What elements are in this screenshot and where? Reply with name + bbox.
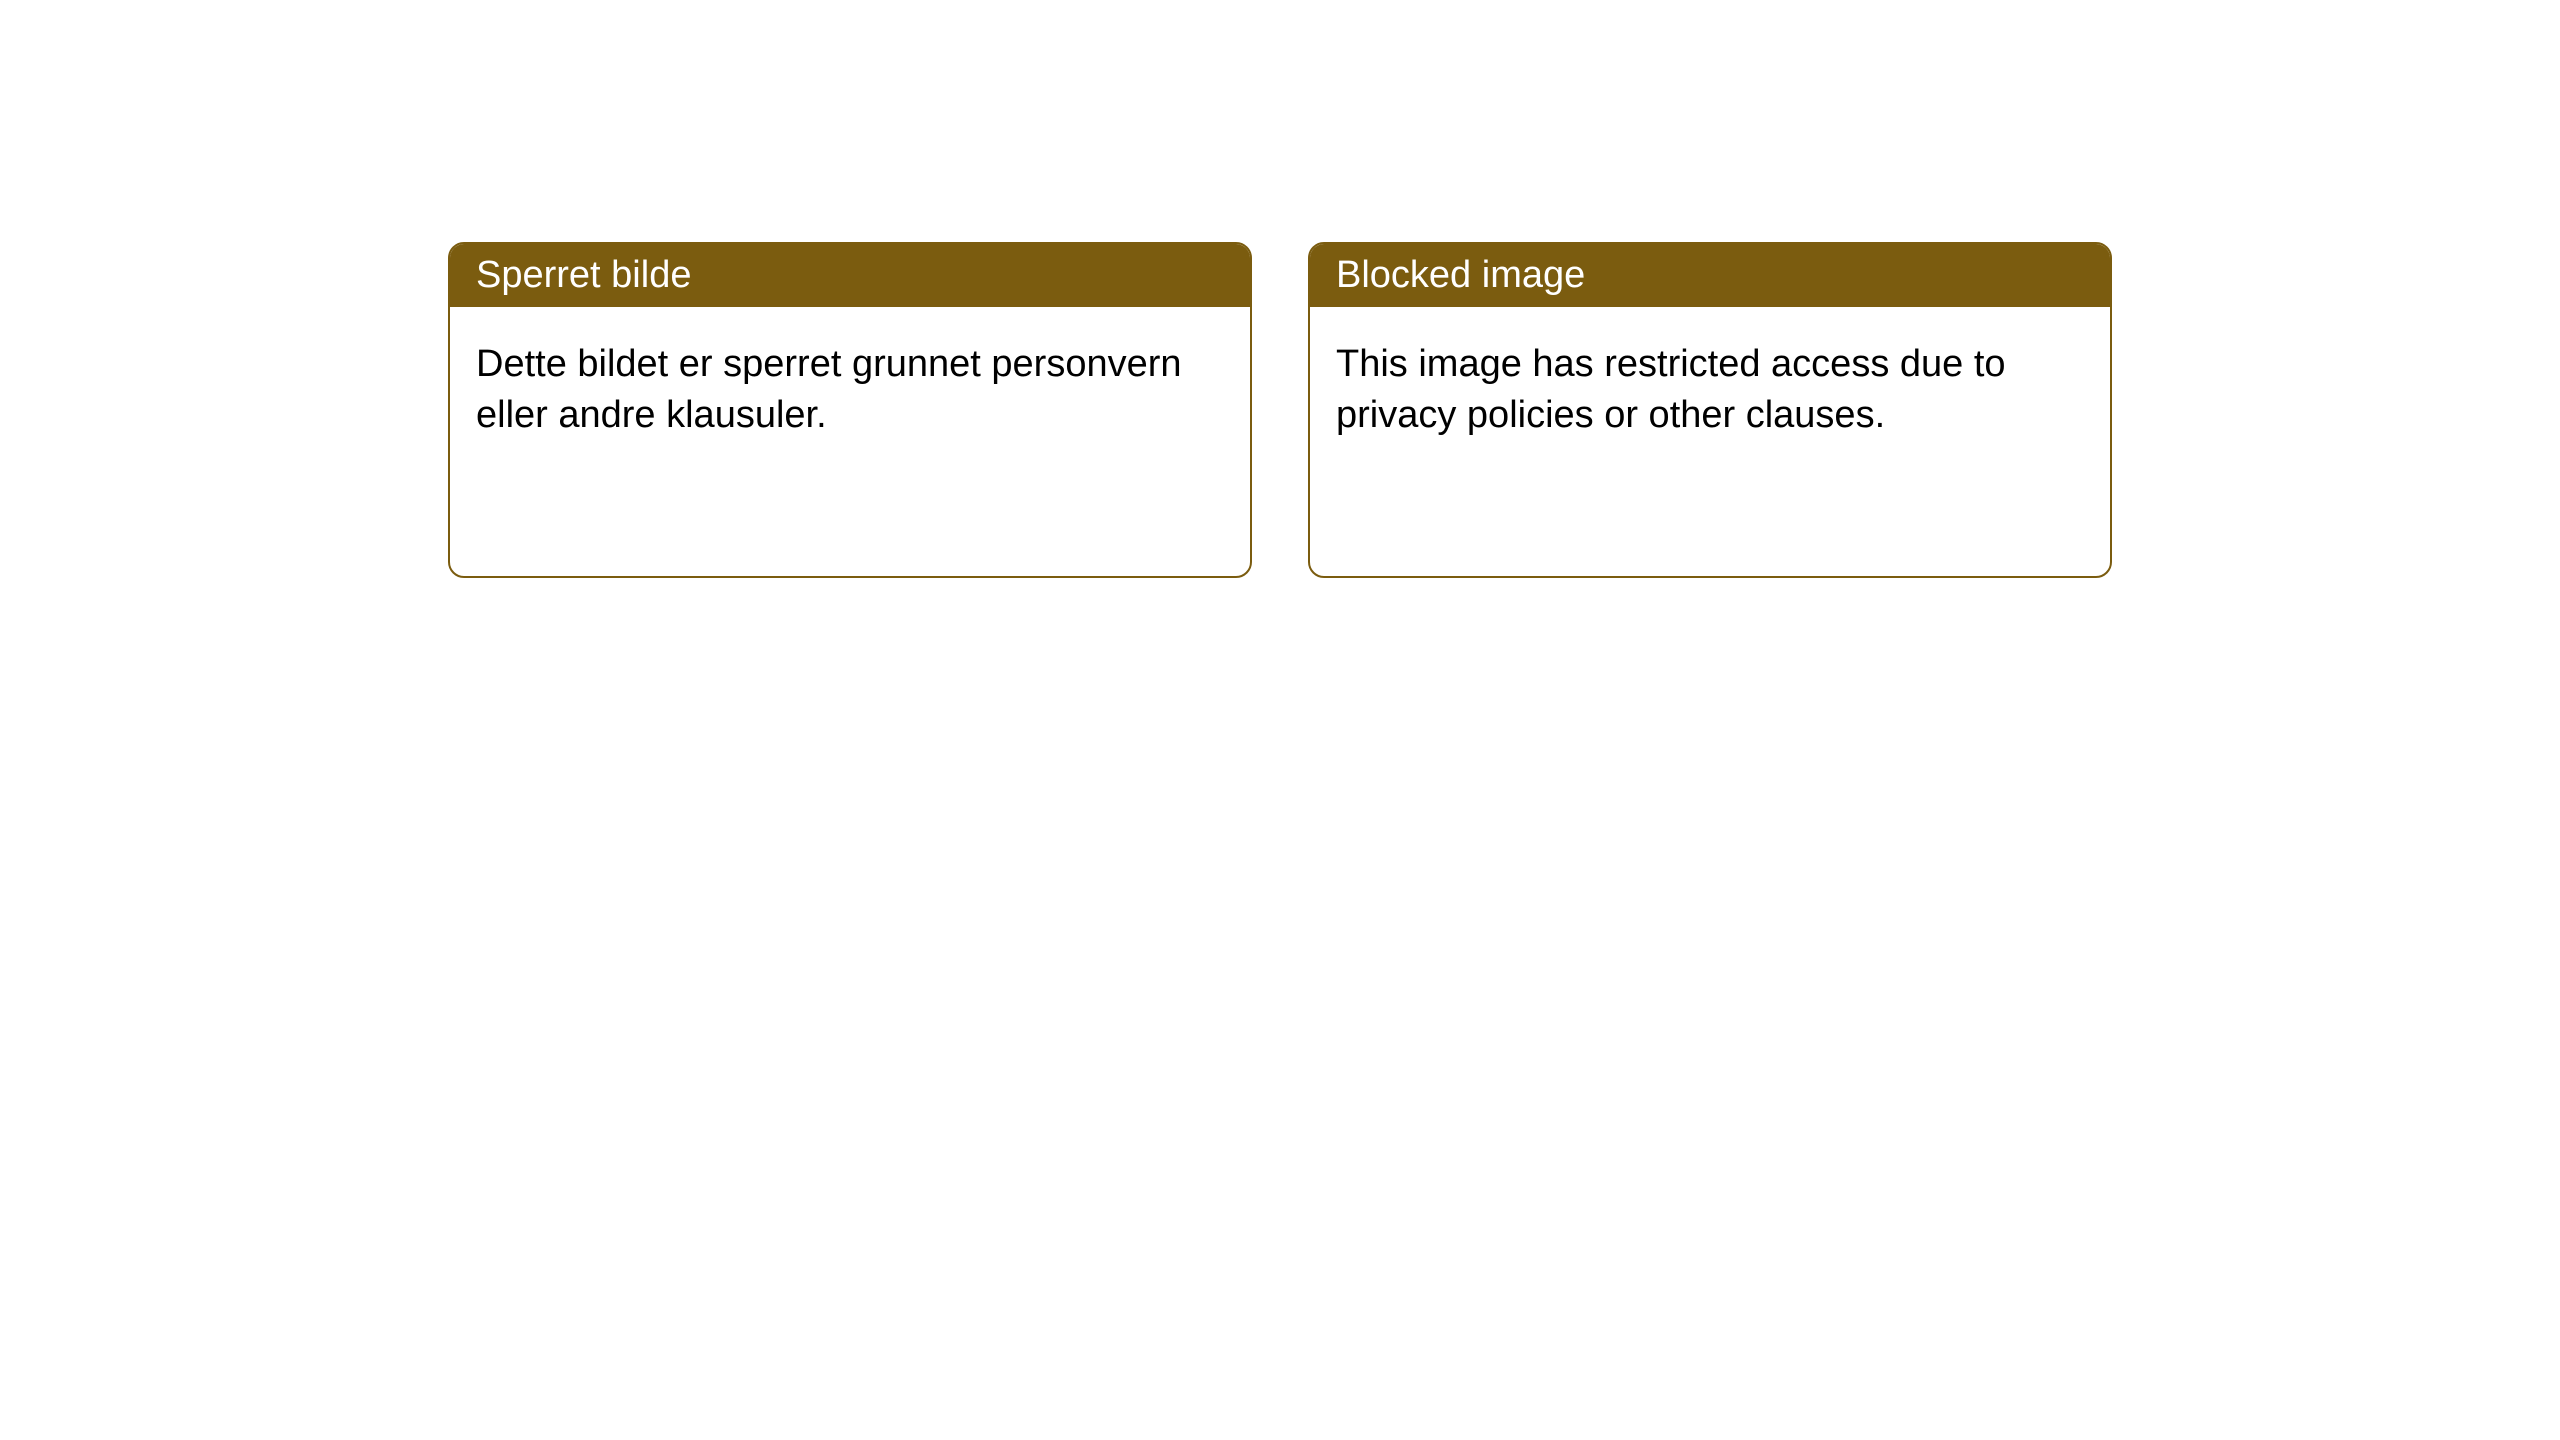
blocked-image-card-en: Blocked image This image has restricted … <box>1308 242 2112 578</box>
blocked-image-card-no: Sperret bilde Dette bildet er sperret gr… <box>448 242 1252 578</box>
card-body-text-en: This image has restricted access due to … <box>1336 343 2006 436</box>
card-body-no: Dette bildet er sperret grunnet personve… <box>450 307 1250 474</box>
blocked-image-cards-container: Sperret bilde Dette bildet er sperret gr… <box>448 242 2112 578</box>
card-title-en: Blocked image <box>1336 254 1585 296</box>
card-header-en: Blocked image <box>1310 244 2110 307</box>
card-title-no: Sperret bilde <box>476 254 691 296</box>
card-header-no: Sperret bilde <box>450 244 1250 307</box>
card-body-en: This image has restricted access due to … <box>1310 307 2110 474</box>
card-body-text-no: Dette bildet er sperret grunnet personve… <box>476 343 1182 436</box>
